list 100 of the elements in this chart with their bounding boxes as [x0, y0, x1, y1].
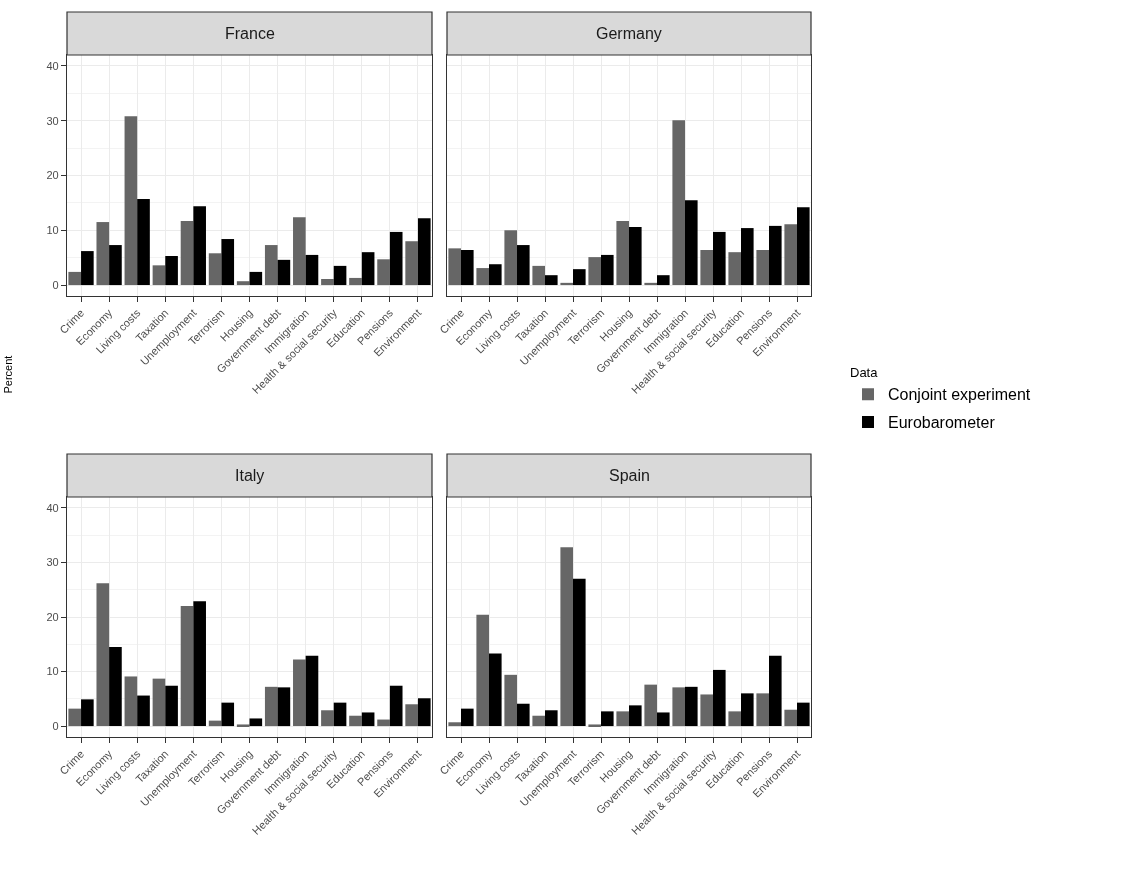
bar [305, 254, 319, 286]
bar [264, 686, 278, 727]
legend-label: Conjoint experiment [888, 386, 1031, 404]
bar [672, 120, 685, 286]
bar [797, 702, 810, 727]
bar [517, 245, 530, 286]
bar [96, 583, 110, 727]
bar [109, 245, 122, 286]
y-tick-label: 40 [46, 59, 59, 72]
bar [165, 685, 178, 727]
bar [293, 217, 306, 286]
bar [193, 601, 206, 727]
bar [685, 200, 698, 286]
bar [685, 686, 698, 727]
bar [700, 694, 713, 727]
bar [137, 199, 150, 286]
chart-title: Germany [596, 25, 662, 42]
bar [657, 275, 670, 286]
bar [713, 231, 726, 286]
bar [700, 249, 713, 286]
chart-title: Italy [235, 467, 265, 484]
bar [221, 702, 235, 727]
bar [321, 279, 334, 286]
bar [137, 695, 150, 727]
bar [349, 715, 362, 727]
bar [68, 271, 82, 286]
bar [81, 699, 94, 727]
bar [165, 256, 178, 286]
bar [249, 271, 263, 286]
bar [405, 241, 418, 286]
bar [644, 684, 657, 727]
bar [769, 225, 782, 286]
bar [601, 711, 614, 727]
y-tick-label: 0 [52, 278, 59, 291]
bar [208, 253, 222, 286]
bar [448, 722, 461, 727]
bar [784, 224, 797, 286]
bar [448, 248, 461, 286]
bar [504, 230, 517, 286]
bar [728, 711, 741, 727]
chart-title: France [225, 25, 275, 42]
bar [124, 676, 138, 727]
bar [560, 547, 573, 727]
bar [293, 659, 306, 727]
bar [277, 259, 291, 286]
bar [769, 655, 782, 727]
bar [349, 277, 362, 286]
bar [532, 715, 545, 727]
bar [616, 711, 629, 727]
y-tick-label: 10 [46, 665, 59, 678]
bar [333, 265, 347, 286]
bar [756, 249, 769, 286]
bar [476, 614, 489, 727]
bar [389, 685, 403, 727]
bar [741, 228, 754, 286]
bar [756, 693, 769, 727]
bar [629, 226, 642, 286]
bar [96, 222, 110, 286]
bar [81, 251, 94, 286]
bar [417, 218, 431, 286]
bar [389, 231, 403, 286]
bar [644, 282, 657, 286]
bar [180, 606, 194, 727]
bar [489, 264, 502, 286]
bar [68, 708, 82, 727]
y-tick-label: 0 [52, 719, 59, 732]
legend-title: Data [850, 365, 879, 381]
bar [588, 257, 601, 286]
bar [588, 724, 601, 727]
bar [236, 724, 250, 727]
bar [616, 220, 629, 286]
chart-title: Spain [609, 467, 650, 484]
y-axis-title: Percent [1, 355, 14, 394]
y-tick-label: 40 [46, 501, 59, 514]
bar [377, 259, 390, 286]
bar [489, 653, 502, 727]
bar [249, 718, 263, 727]
bar [741, 693, 754, 727]
bar [601, 254, 614, 286]
bar [728, 252, 741, 286]
bar [713, 669, 726, 727]
y-tick-label: 30 [46, 556, 59, 569]
y-tick-label: 20 [46, 169, 59, 182]
bar [784, 709, 797, 727]
bar [221, 239, 235, 286]
bar [545, 710, 558, 727]
bar [504, 674, 517, 727]
y-tick-label: 10 [46, 224, 59, 237]
bar [109, 647, 122, 727]
legend-label: Eurobarometer [888, 414, 996, 432]
bar [180, 220, 194, 286]
y-tick-label: 20 [46, 610, 59, 623]
y-tick-label: 30 [46, 114, 59, 127]
bar [193, 206, 206, 286]
bar [361, 252, 375, 286]
bar [560, 282, 573, 286]
bar [657, 712, 670, 727]
bar [236, 281, 250, 286]
bar [545, 275, 558, 286]
bar [152, 265, 166, 286]
